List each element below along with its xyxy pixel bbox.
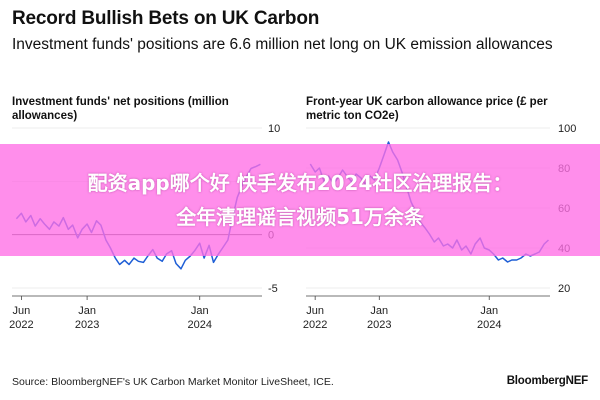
- left-panel-title: Investment funds' net positions (million…: [12, 96, 229, 122]
- brand-logo: BloombergNEF: [506, 375, 588, 387]
- x-tick-label: Jun: [306, 305, 324, 317]
- x-tick-label: Jan: [480, 305, 498, 317]
- x-tick-label: 2022: [9, 319, 33, 331]
- overlay-line-2: 全年清理谣言视频51万余条: [176, 205, 424, 229]
- y-tick-label: 10: [268, 123, 280, 135]
- x-tick-label: Jan: [78, 305, 96, 317]
- right-panel-title: Front-year UK carbon allowance price (£ …: [306, 96, 548, 122]
- overlay-banner[interactable]: 配资app哪个好 快手发布2024社区治理报告： 全年清理谣言视频51万余条: [0, 144, 600, 256]
- x-tick-label: Jun: [13, 305, 31, 317]
- y-tick-label: 100: [558, 123, 576, 135]
- source-note: Source: BloombergNEF's UK Carbon Market …: [12, 376, 334, 388]
- x-tick-label: 2024: [477, 319, 501, 331]
- x-tick-label: 2023: [75, 319, 99, 331]
- x-tick-label: Jan: [191, 305, 209, 317]
- x-tick-label: Jan: [370, 305, 388, 317]
- x-tick-label: 2023: [367, 319, 391, 331]
- y-tick-label: -5: [268, 283, 278, 295]
- x-tick-label: 2022: [303, 319, 327, 331]
- x-tick-label: 2024: [187, 319, 211, 331]
- y-tick-label: 20: [558, 283, 570, 295]
- overlay-line-1: 配资app哪个好 快手发布2024社区治理报告：: [87, 171, 513, 195]
- chart-title: Record Bullish Bets on UK Carbon: [12, 8, 320, 29]
- chart-subtitle: Investment funds' positions are 6.6 mill…: [12, 36, 553, 53]
